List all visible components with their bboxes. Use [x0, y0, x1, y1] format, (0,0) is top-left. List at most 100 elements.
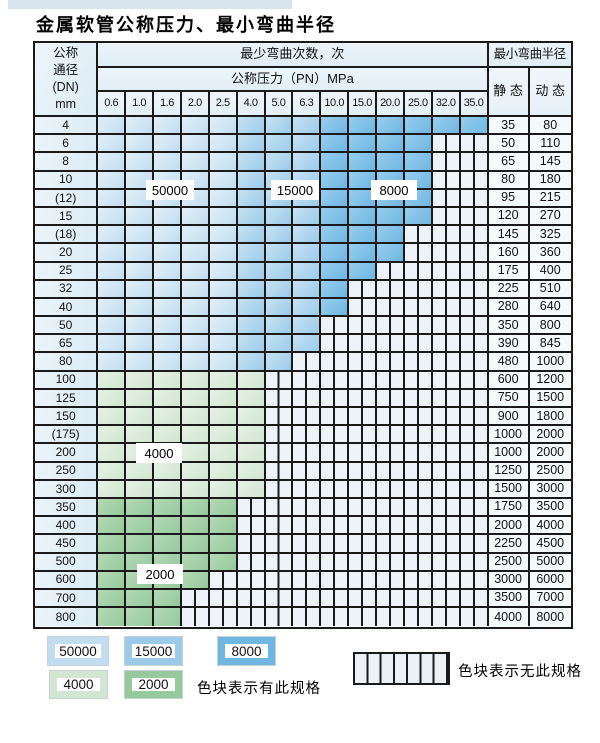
spec-available-cell	[126, 135, 155, 154]
dynamic-radius-value: 110	[529, 135, 571, 154]
spec-available-cell	[181, 244, 210, 263]
static-radius-value: 175	[488, 262, 530, 281]
no-spec-cell	[209, 571, 238, 590]
static-radius-value: 350	[488, 317, 530, 336]
pressure-header-35.0: 35.0	[460, 92, 489, 117]
page-title: 金属软管公称压力、最小弯曲半径	[36, 15, 336, 36]
no-spec-cell	[321, 571, 350, 590]
no-spec-cell	[349, 498, 378, 518]
no-spec-cell	[432, 353, 461, 372]
no-spec-cell	[460, 535, 489, 554]
spec-available-cell	[209, 498, 238, 518]
no-spec-cell	[321, 317, 350, 336]
no-spec-cell	[432, 207, 461, 227]
spec-available-cell	[321, 153, 350, 172]
spec-available-cell	[209, 135, 238, 154]
no-spec-cell	[432, 335, 461, 354]
spec-available-cell	[321, 207, 350, 227]
no-spec-cell	[432, 444, 461, 463]
static-radius-value: 1750	[488, 498, 530, 518]
no-spec-cell	[377, 517, 405, 536]
spec-available-cell	[181, 280, 210, 299]
no-spec-cell	[432, 571, 461, 590]
no-spec-cell	[349, 462, 378, 481]
spec-available-cell	[126, 226, 155, 245]
dynamic-radius-value: 360	[529, 244, 571, 263]
no-spec-cell	[377, 571, 405, 590]
spec-available-cell	[126, 335, 155, 354]
no-spec-cell	[349, 571, 378, 590]
no-spec-cell	[377, 608, 405, 627]
spec-available-cell	[237, 135, 266, 154]
spec-available-cell	[237, 389, 266, 408]
no-spec-cell	[181, 608, 210, 627]
no-spec-cell	[293, 426, 322, 445]
spec-available-cell	[321, 135, 350, 154]
spec-available-cell	[181, 226, 210, 245]
spec-available-cell	[293, 280, 322, 299]
no-spec-cell	[404, 498, 433, 518]
spec-available-cell	[349, 207, 378, 227]
spec-available-cell	[209, 153, 238, 172]
static-radius-value: 2000	[488, 517, 530, 536]
no-spec-cell	[237, 608, 266, 627]
static-radius-value: 900	[488, 408, 530, 427]
spec-available-cell	[98, 462, 127, 481]
spec-available-cell	[98, 444, 127, 463]
spec-available-cell	[154, 135, 182, 154]
no-spec-cell	[432, 226, 461, 245]
dn-cell: 200	[35, 444, 99, 463]
dn-cell: 20	[35, 244, 99, 263]
no-spec-cell	[265, 535, 294, 554]
spec-available-cell	[181, 480, 210, 499]
no-spec-cell	[377, 408, 405, 427]
pressure-header-1.0: 1.0	[126, 92, 155, 117]
no-spec-cell	[265, 462, 294, 481]
spec-available-cell	[98, 389, 127, 408]
dynamic-radius-value: 145	[529, 153, 571, 172]
dn-cell: 4	[35, 117, 99, 136]
spec-available-cell	[209, 408, 238, 427]
spec-available-cell	[209, 517, 238, 536]
spec-available-cell	[98, 608, 127, 627]
spec-available-cell	[293, 207, 322, 227]
spec-available-cell	[349, 117, 378, 136]
static-radius-value: 390	[488, 335, 530, 354]
dn-cell: 150	[35, 408, 99, 427]
legend-note-has-spec: 色块表示有此规格	[197, 681, 321, 697]
no-spec-cell	[293, 535, 322, 554]
spec-available-cell	[126, 389, 155, 408]
no-spec-cell	[404, 553, 433, 572]
no-spec-cell	[321, 480, 350, 499]
no-spec-cell	[460, 608, 489, 627]
pressure-header-15.0: 15.0	[349, 92, 378, 117]
legend-chip-4000: 4000	[50, 671, 107, 698]
static-radius-value: 750	[488, 389, 530, 408]
spec-available-cell	[98, 571, 127, 590]
spec-available-cell	[377, 153, 405, 172]
no-spec-cell	[432, 535, 461, 554]
spec-available-cell	[181, 517, 210, 536]
no-spec-cell	[321, 517, 350, 536]
no-spec-cell	[349, 535, 378, 554]
spec-available-cell	[98, 553, 127, 572]
spec-available-cell	[181, 535, 210, 554]
no-spec-cell	[321, 462, 350, 481]
spec-available-cell	[98, 317, 127, 336]
no-spec-cell	[377, 298, 405, 318]
spec-available-cell	[377, 117, 405, 136]
spec-available-cell	[154, 244, 182, 263]
no-spec-cell	[460, 280, 489, 299]
no-spec-cell	[432, 589, 461, 609]
no-spec-cell	[432, 371, 461, 390]
dn-cell: 40	[35, 298, 99, 318]
dynamic-radius-value: 1200	[529, 371, 571, 390]
spec-available-cell	[377, 135, 405, 154]
no-spec-cell	[321, 353, 350, 372]
spec-available-cell	[126, 153, 155, 172]
spec-available-cell	[209, 298, 238, 318]
spec-available-cell	[293, 117, 322, 136]
static-radius-value: 1000	[488, 426, 530, 445]
spec-available-cell	[98, 207, 127, 227]
spec-available-cell	[349, 135, 378, 154]
